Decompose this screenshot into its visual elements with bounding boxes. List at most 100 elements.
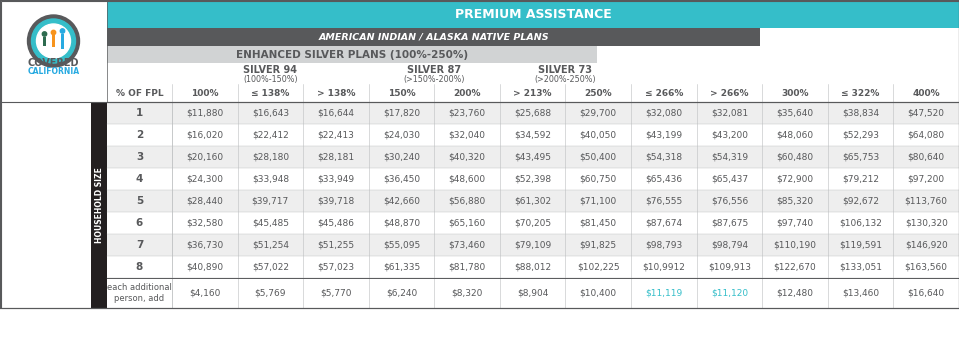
Text: $76,556: $76,556 <box>711 196 748 205</box>
Bar <box>0 102 91 308</box>
Text: $60,480: $60,480 <box>777 152 813 161</box>
Text: $133,051: $133,051 <box>839 262 882 271</box>
Text: AMERICAN INDIAN / ALASKA NATIVE PLANS: AMERICAN INDIAN / ALASKA NATIVE PLANS <box>318 32 549 42</box>
Text: $20,160: $20,160 <box>186 152 223 161</box>
Bar <box>107 0 959 28</box>
Text: $76,555: $76,555 <box>645 196 683 205</box>
Text: 1: 1 <box>136 108 143 118</box>
Text: ≤ 138%: ≤ 138% <box>251 88 290 97</box>
Text: $57,023: $57,023 <box>317 262 355 271</box>
Text: $92,672: $92,672 <box>842 196 879 205</box>
Text: 300%: 300% <box>782 88 808 97</box>
Text: $56,880: $56,880 <box>449 196 486 205</box>
Bar <box>107 256 959 278</box>
Text: $8,904: $8,904 <box>517 289 549 298</box>
Text: $87,674: $87,674 <box>645 218 683 227</box>
Bar <box>0 0 107 344</box>
Text: > 266%: > 266% <box>711 88 749 97</box>
Text: $85,320: $85,320 <box>777 196 813 205</box>
Text: $122,670: $122,670 <box>774 262 816 271</box>
Text: $130,320: $130,320 <box>904 218 947 227</box>
Text: $28,180: $28,180 <box>252 152 289 161</box>
Bar <box>91 102 107 308</box>
Text: $51,254: $51,254 <box>252 240 289 249</box>
Text: $91,825: $91,825 <box>580 240 617 249</box>
Text: % OF FPL: % OF FPL <box>116 88 163 97</box>
Text: $87,675: $87,675 <box>711 218 748 227</box>
Circle shape <box>60 29 64 33</box>
Text: 200%: 200% <box>454 88 480 97</box>
Text: $13,460: $13,460 <box>842 289 879 298</box>
Bar <box>107 278 959 308</box>
Text: $61,335: $61,335 <box>383 262 420 271</box>
Text: $32,081: $32,081 <box>711 108 748 118</box>
Text: 100%: 100% <box>191 88 219 97</box>
Text: $16,643: $16,643 <box>252 108 289 118</box>
Circle shape <box>28 15 80 67</box>
Text: $36,730: $36,730 <box>186 240 223 249</box>
Text: ENHANCED SILVER PLANS (100%-250%): ENHANCED SILVER PLANS (100%-250%) <box>236 50 468 60</box>
Text: $43,495: $43,495 <box>514 152 551 161</box>
Text: $61,302: $61,302 <box>514 196 551 205</box>
Text: $109,913: $109,913 <box>708 262 751 271</box>
Text: 3: 3 <box>136 152 143 162</box>
Text: $16,020: $16,020 <box>186 130 223 140</box>
Bar <box>107 168 959 190</box>
Text: $28,440: $28,440 <box>186 196 223 205</box>
Text: $40,050: $40,050 <box>580 130 617 140</box>
Text: $42,660: $42,660 <box>383 196 420 205</box>
Bar <box>107 146 959 168</box>
Text: > 213%: > 213% <box>513 88 552 97</box>
Text: 6: 6 <box>136 218 143 228</box>
Text: $36,450: $36,450 <box>383 174 420 183</box>
Text: $98,794: $98,794 <box>711 240 748 249</box>
Text: $11,119: $11,119 <box>645 289 683 298</box>
Text: $70,205: $70,205 <box>514 218 551 227</box>
Text: $102,225: $102,225 <box>577 262 620 271</box>
Text: $98,793: $98,793 <box>645 240 683 249</box>
Text: $47,520: $47,520 <box>908 108 945 118</box>
Text: 400%: 400% <box>912 88 940 97</box>
Text: $60,750: $60,750 <box>579 174 617 183</box>
Text: (>200%-250%): (>200%-250%) <box>535 75 596 84</box>
Text: $65,160: $65,160 <box>449 218 486 227</box>
Text: each additional
person, add: each additional person, add <box>107 283 172 303</box>
Text: $40,890: $40,890 <box>186 262 223 271</box>
Text: $5,769: $5,769 <box>255 289 286 298</box>
Text: $22,413: $22,413 <box>317 130 355 140</box>
Text: $39,717: $39,717 <box>252 196 289 205</box>
Text: (100%-150%): (100%-150%) <box>243 75 297 84</box>
Text: $25,688: $25,688 <box>514 108 551 118</box>
Text: $71,100: $71,100 <box>579 196 617 205</box>
Text: $65,436: $65,436 <box>645 174 683 183</box>
Text: ≤ 322%: ≤ 322% <box>841 88 879 97</box>
Bar <box>107 190 959 212</box>
Text: $57,022: $57,022 <box>252 262 289 271</box>
Text: $119,591: $119,591 <box>839 240 882 249</box>
Text: $110,190: $110,190 <box>774 240 816 249</box>
Text: $34,592: $34,592 <box>514 130 551 140</box>
Text: $30,240: $30,240 <box>383 152 420 161</box>
Text: $32,580: $32,580 <box>186 218 223 227</box>
Text: $12,480: $12,480 <box>777 289 813 298</box>
Circle shape <box>32 19 76 63</box>
Text: $45,485: $45,485 <box>252 218 289 227</box>
Text: $81,780: $81,780 <box>449 262 486 271</box>
Text: $50,400: $50,400 <box>580 152 617 161</box>
Text: $54,318: $54,318 <box>645 152 683 161</box>
Text: 150%: 150% <box>387 88 415 97</box>
Text: $97,200: $97,200 <box>907 174 945 183</box>
Text: $5,770: $5,770 <box>320 289 352 298</box>
Text: $106,132: $106,132 <box>839 218 882 227</box>
Text: $163,560: $163,560 <box>904 262 947 271</box>
Text: $32,040: $32,040 <box>449 130 485 140</box>
Text: $48,870: $48,870 <box>383 218 420 227</box>
Bar <box>60 33 64 49</box>
Text: $64,080: $64,080 <box>907 130 945 140</box>
Text: $38,834: $38,834 <box>842 108 879 118</box>
Text: $4,160: $4,160 <box>189 289 221 298</box>
Text: $29,700: $29,700 <box>580 108 617 118</box>
Text: $40,320: $40,320 <box>449 152 485 161</box>
Text: $97,740: $97,740 <box>777 218 813 227</box>
Text: $23,760: $23,760 <box>449 108 485 118</box>
